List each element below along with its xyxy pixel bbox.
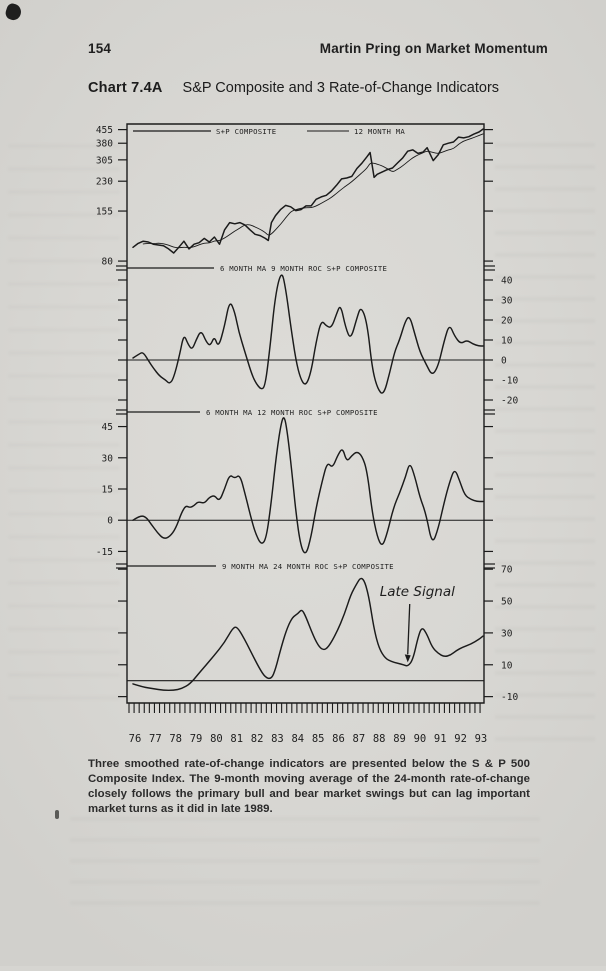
figure-caption: Three smoothed rate-of-change indicators…	[88, 758, 530, 816]
chart-title: S&P Composite and 3 Rate-of-Change Indic…	[182, 80, 500, 96]
page-number: 154	[88, 41, 112, 56]
chart-label: Chart 7.4A	[88, 80, 163, 96]
scan-edge-mark	[55, 810, 59, 819]
chart-heading: Chart 7.4A S&P Composite and 3 Rate-of-C…	[88, 80, 548, 96]
page-header: 154 Martin Pring on Market Momentum	[88, 41, 548, 56]
running-title: Martin Pring on Market Momentum	[319, 41, 548, 56]
